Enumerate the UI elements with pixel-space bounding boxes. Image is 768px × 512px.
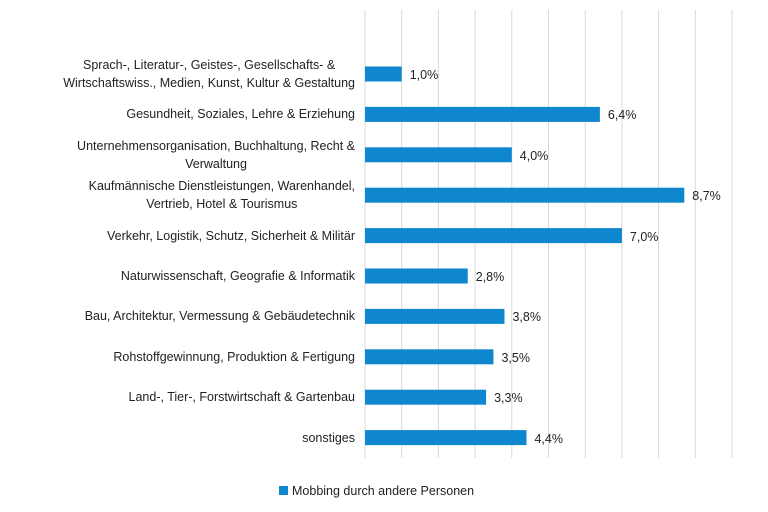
y-tick-label: Kaufmännische Dienstleistungen, Warenhan… [88, 179, 355, 212]
y-tick-label: Naturwissenschaft, Geografie & Informati… [120, 269, 355, 283]
value-label: 8,7% [692, 189, 721, 204]
value-label: 3,8% [512, 310, 541, 325]
value-label: 4,4% [534, 431, 563, 446]
value-label: 2,8% [475, 270, 505, 284]
bar [365, 228, 622, 244]
legend-label: Mobbing durch andere Personen [292, 484, 475, 498]
y-tick-label: Unternehmensorganisation, Buchhaltung, R… [77, 138, 355, 171]
bar [365, 389, 487, 405]
y-tick-label: Bau, Architektur, Vermessung & Gebäudete… [84, 309, 355, 324]
bar [365, 308, 505, 324]
bar [365, 106, 600, 122]
y-tick-label: Rohstoffgewinnung, Produktion & Fertigun… [113, 349, 355, 364]
value-label: 7,0% [629, 229, 659, 244]
value-label: 6,4% [607, 108, 637, 123]
value-label: 3,5% [501, 350, 530, 365]
y-tick-label: Gesundheit, Soziales, Lehre & Erziehung [126, 107, 355, 122]
y-tick-label: Sprach-, Literatur-, Geistes-, Gesellsch… [63, 58, 355, 90]
y-tick-label: sonstiges [302, 430, 355, 445]
value-label: 3,3% [494, 391, 523, 406]
value-label: 4,0% [519, 148, 549, 163]
bar [365, 187, 685, 203]
value-label: 1,0% [409, 68, 439, 82]
y-tick-label: Verkehr, Logistik, Schutz, Sicherheit & … [106, 228, 355, 243]
y-tick-label: Land-, Tier-, Forstwirtschaft & Gartenba… [128, 390, 355, 405]
bar [365, 268, 468, 284]
bar [365, 66, 402, 82]
bar [365, 430, 527, 446]
bar [365, 349, 494, 365]
legend-swatch [279, 486, 288, 495]
bar [365, 147, 512, 163]
